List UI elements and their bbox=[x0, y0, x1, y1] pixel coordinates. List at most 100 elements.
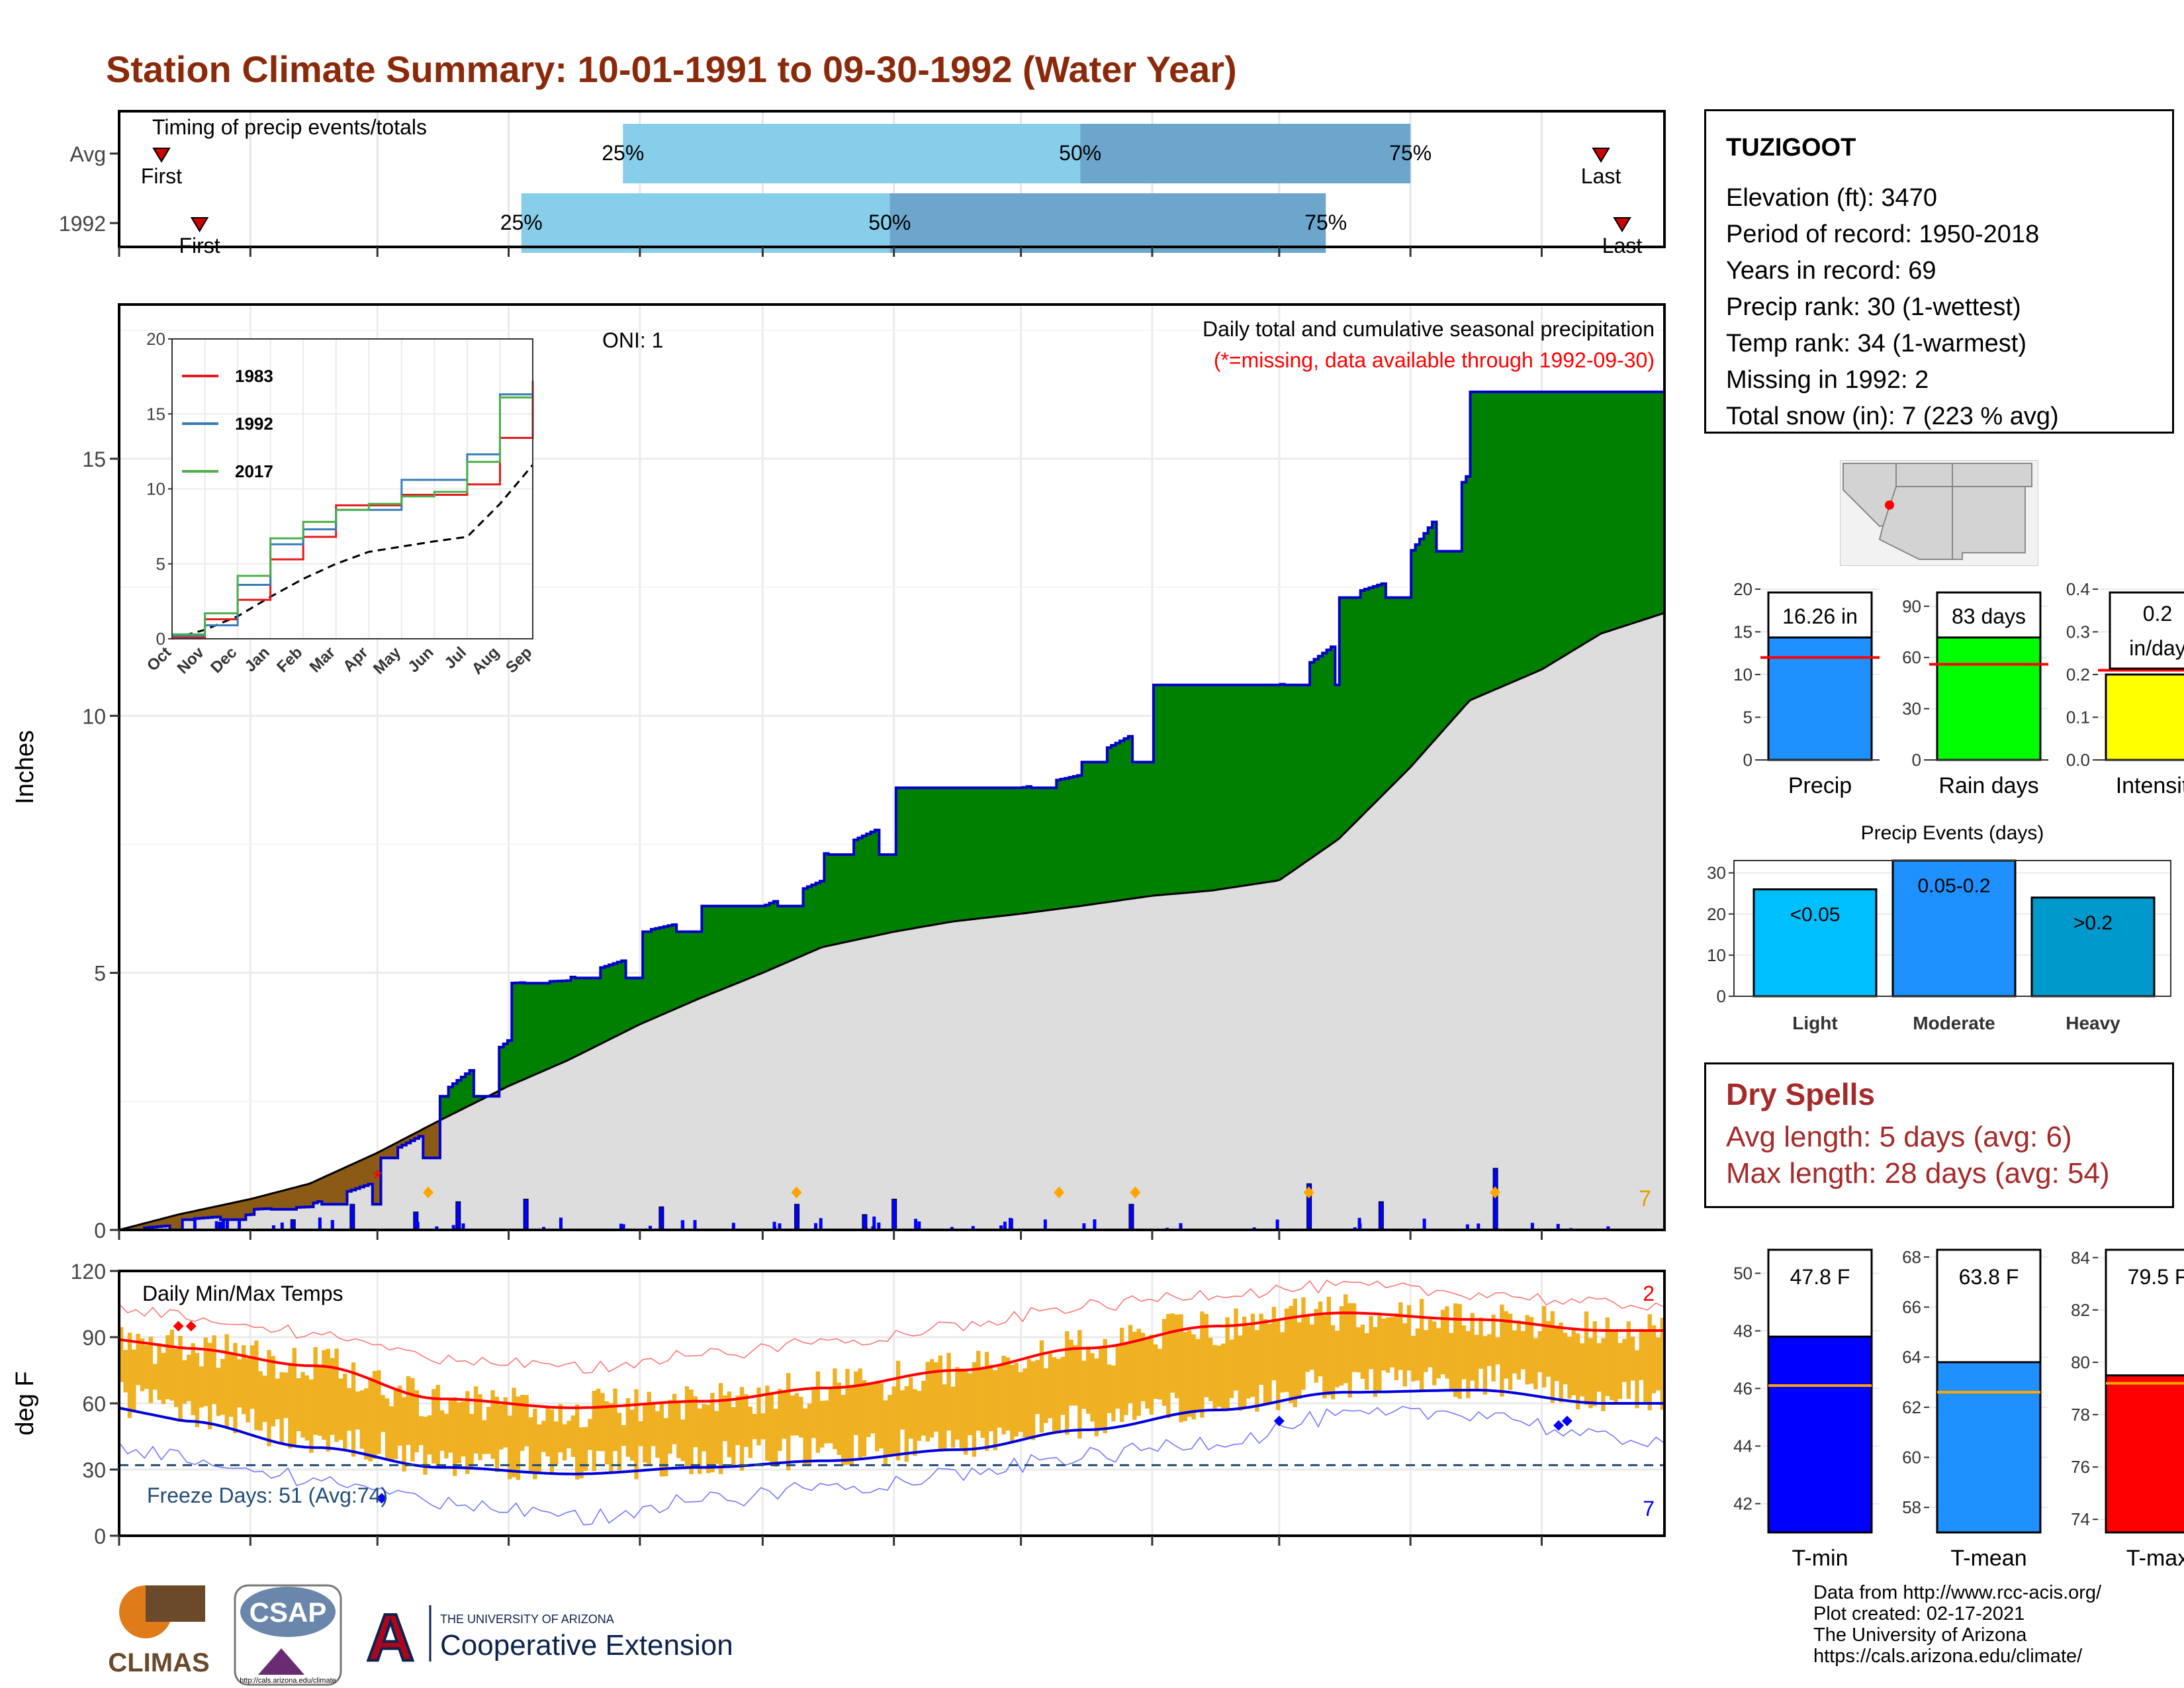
inset-ytick-label: 15 bbox=[146, 404, 165, 424]
first-marker bbox=[152, 148, 171, 163]
avg-min-line bbox=[118, 1389, 1664, 1476]
daily-precip-bar-small bbox=[619, 1223, 623, 1230]
tempbar-tick-label: 64 bbox=[1902, 1347, 1921, 1367]
daily-precip-bar-small bbox=[649, 1225, 653, 1230]
precip-ytick-label: 15 bbox=[82, 447, 106, 471]
daily-precip-bar-small bbox=[877, 1222, 881, 1230]
csap-logo-mountain bbox=[258, 1648, 304, 1675]
tempbar-label: T-mean bbox=[1950, 1546, 2026, 1571]
daily-precip-bar-small bbox=[318, 1217, 322, 1230]
snow-marker bbox=[791, 1186, 802, 1199]
daily-precip-bar-small bbox=[681, 1220, 685, 1230]
first-marker bbox=[190, 217, 209, 232]
events-bar-label: Moderate bbox=[1913, 1013, 1995, 1033]
inset-legend-label: 1983 bbox=[235, 366, 273, 386]
temp-title: Daily Min/Max Temps bbox=[142, 1282, 343, 1305]
events-bar-label: Light bbox=[1792, 1013, 1837, 1033]
minibar-value-bar bbox=[1936, 617, 2042, 761]
credit-line: Plot created: 02-17-2021 bbox=[1813, 1603, 2025, 1624]
month-label: Nov bbox=[230, 1552, 270, 1556]
tempbar-tick-label: 60 bbox=[1902, 1448, 1921, 1468]
daily-precip-bar-small bbox=[1179, 1223, 1183, 1230]
daily-precip-bar-small bbox=[451, 1225, 455, 1230]
month-label: Apr bbox=[876, 1552, 911, 1556]
minibar-tick-label: 5 bbox=[1743, 708, 1752, 727]
minibar-tick-label: 0.2 bbox=[2066, 665, 2090, 684]
minibar-label: Intensity bbox=[2116, 773, 2184, 798]
station-detail-line: Temp rank: 34 (1-warmest) bbox=[1726, 330, 2027, 357]
station-detail-line: Period of record: 1950-2018 bbox=[1726, 220, 2040, 248]
state-colorado bbox=[1952, 463, 2032, 487]
temp-record-marker bbox=[1273, 1415, 1285, 1427]
timing-bar-q50-q75 bbox=[889, 193, 1326, 253]
daily-precip-bar-small bbox=[863, 1219, 867, 1230]
minibar-tick-label: 0 bbox=[1912, 750, 1921, 770]
minibar-value-text: 83 days bbox=[1952, 604, 2026, 628]
minibar-tick-label: 0.1 bbox=[2066, 708, 2090, 727]
timing-bar-q25-q50 bbox=[623, 124, 1081, 183]
inset-ytick-label: 10 bbox=[146, 479, 165, 499]
station-name: TUZIGOOT bbox=[1726, 134, 1856, 162]
tempbar-tick-label: 46 bbox=[1733, 1379, 1752, 1399]
tempbar-value-text: 47.8 F bbox=[1790, 1265, 1850, 1289]
month-label: Aug bbox=[1390, 1552, 1431, 1556]
temp-ytick-label: 90 bbox=[82, 1326, 106, 1350]
minibar-tick-label: 20 bbox=[1733, 583, 1752, 599]
state-map bbox=[1840, 460, 2038, 566]
daily-precip-bar-small bbox=[1357, 1217, 1361, 1230]
temp-ytick-label: 0 bbox=[94, 1524, 106, 1548]
last-marker bbox=[1592, 148, 1610, 163]
logos: CLIMAS CSAP http://cals.arizona.edu/climat… bbox=[108, 1584, 733, 1686]
events-tick-label: 20 bbox=[1707, 904, 1726, 924]
credits: Data from http://www.rcc-acis.org/Plot c… bbox=[1813, 1582, 2101, 1667]
daily-precip-bar-small bbox=[271, 1225, 275, 1230]
timing-label-25: 25% bbox=[500, 211, 543, 234]
freeze-days-label: Freeze Days: 51 (Avg:74) bbox=[147, 1483, 388, 1507]
minibar-label: Rain days bbox=[1938, 773, 2038, 798]
tempbar-value-bar bbox=[2105, 1374, 2184, 1534]
daily-precip-bar-small bbox=[330, 1219, 334, 1230]
precip-ytick-label: 0 bbox=[94, 1219, 106, 1243]
temp-ylabel: deg F bbox=[11, 1371, 39, 1435]
month-label: Sep bbox=[1522, 1552, 1562, 1556]
events-title: Precip Events (days) bbox=[1861, 822, 2044, 844]
daily-precip-bar-small bbox=[814, 1223, 818, 1230]
inset-ytick-label: 0 bbox=[156, 629, 165, 649]
ua-logo-bg bbox=[361, 1602, 420, 1662]
page-title: Station Climate Summary: 10-01-1991 to 0… bbox=[106, 48, 1237, 90]
credit-line: Data from http://www.rcc-acis.org/ bbox=[1813, 1582, 2102, 1603]
precip-ytick-label: 10 bbox=[82, 704, 106, 728]
tempbar-label: T-min bbox=[1792, 1546, 1848, 1571]
record-min-line bbox=[118, 1405, 1665, 1526]
daily-precip-bar-small bbox=[238, 1220, 242, 1230]
precip-ylabel: Inches bbox=[11, 730, 39, 804]
timing-label-75: 75% bbox=[1304, 211, 1347, 234]
daily-precip-bar-small bbox=[416, 1221, 420, 1230]
credit-line: The University of Arizona bbox=[1813, 1624, 2027, 1646]
daily-precip-bar-small bbox=[225, 1220, 229, 1230]
daily-precip-bar bbox=[1128, 1203, 1134, 1231]
daily-precip-bar bbox=[1492, 1168, 1498, 1231]
daily-precip-bar-small bbox=[917, 1221, 921, 1230]
temp-ytick-label: 60 bbox=[82, 1392, 106, 1416]
snow-marker bbox=[1054, 1186, 1065, 1199]
minibar-value-text: 0.2 bbox=[2143, 602, 2172, 626]
above-average-area bbox=[119, 392, 1664, 1230]
tempbar-tick-label: 48 bbox=[1733, 1321, 1752, 1341]
missing-temp-count: 2 bbox=[1643, 1282, 1655, 1305]
minibar-tick-label: 0.4 bbox=[2066, 583, 2090, 599]
precip-frame bbox=[118, 303, 1666, 1231]
minibar-label: Precip bbox=[1788, 773, 1852, 798]
avg-cumulative-line bbox=[118, 612, 1665, 1231]
timing-label-50: 50% bbox=[1059, 141, 1101, 165]
minibar-tick-label: 0.3 bbox=[2066, 622, 2090, 642]
timing-bar-q25-q50 bbox=[521, 193, 890, 253]
timing-bar-q50-q75 bbox=[1080, 124, 1411, 183]
csap-logo-text: CSAP bbox=[250, 1597, 327, 1628]
record-max-line bbox=[118, 1279, 1665, 1374]
daily-precip-bar bbox=[1378, 1201, 1384, 1231]
inset-legend-label: 2017 bbox=[235, 461, 273, 481]
minibar-tick-label: 0.0 bbox=[2066, 750, 2090, 770]
temp-record-marker bbox=[173, 1321, 184, 1332]
